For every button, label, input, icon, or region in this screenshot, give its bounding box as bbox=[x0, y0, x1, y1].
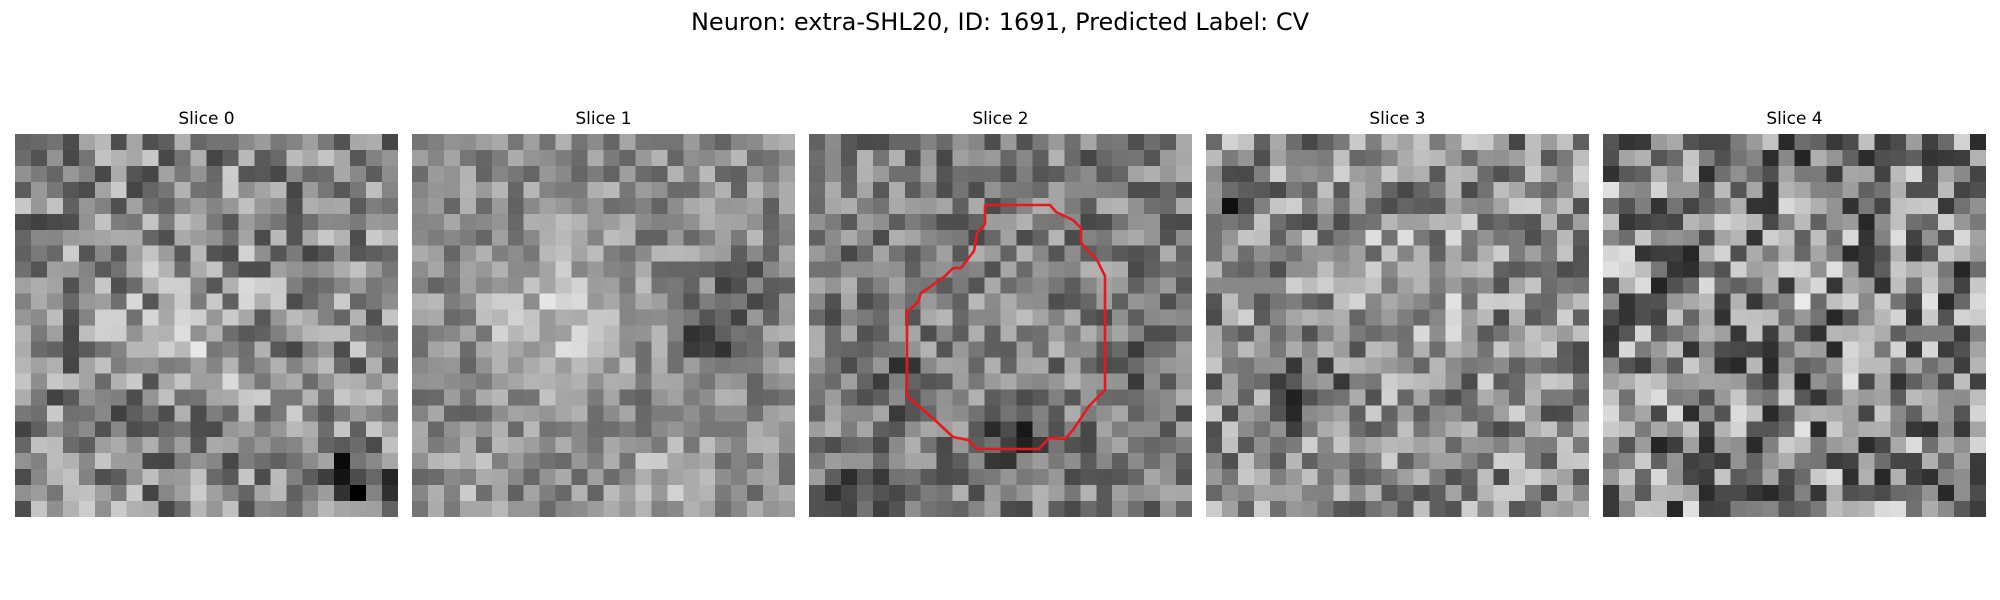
slice-3-image bbox=[1206, 134, 1589, 517]
figure-title: Neuron: extra-SHL20, ID: 1691, Predicted… bbox=[690, 8, 1310, 36]
slice-0-image bbox=[15, 134, 398, 517]
slice-1-title: Slice 1 bbox=[575, 109, 632, 129]
slice-4-title: Slice 4 bbox=[1766, 109, 1823, 129]
slice-4-pixels bbox=[1603, 134, 1986, 517]
slice-0-title: Slice 0 bbox=[178, 109, 235, 129]
slice-1-image bbox=[412, 134, 795, 517]
slice-2-title: Slice 2 bbox=[972, 109, 1029, 129]
slice-2-pixels bbox=[809, 134, 1192, 517]
slice-4-image bbox=[1603, 134, 1986, 517]
slice-3-pixels bbox=[1206, 134, 1589, 517]
slice-2-image bbox=[809, 134, 1192, 517]
neuron-contour bbox=[905, 203, 1107, 451]
slice-3-title: Slice 3 bbox=[1369, 109, 1426, 129]
neuron-contour-overlay bbox=[905, 203, 1107, 451]
slice-0-pixels bbox=[15, 134, 398, 517]
slice-1-pixels bbox=[412, 134, 795, 517]
